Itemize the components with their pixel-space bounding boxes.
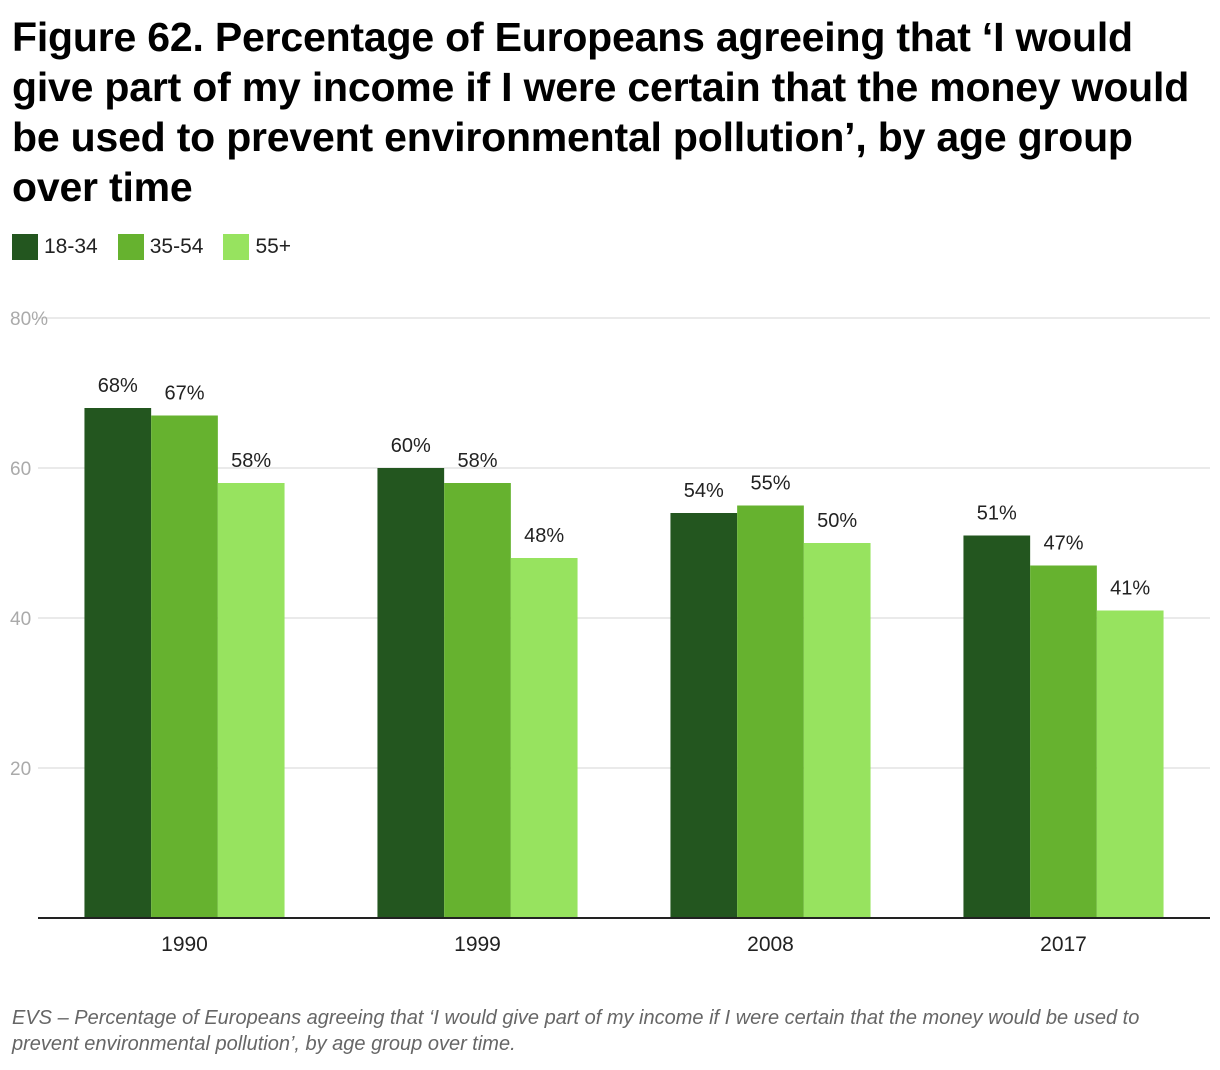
bar-2008-35-54	[737, 505, 804, 918]
bar-1990-35-54	[151, 415, 218, 918]
data-label-1990-55+: 58%	[231, 450, 271, 472]
data-label-1999-55+: 48%	[524, 525, 564, 547]
bar-1999-18-34	[377, 468, 445, 918]
x-tick-label-1990: 1990	[161, 933, 208, 956]
data-label-1999-35-54: 58%	[457, 450, 497, 472]
data-label-1990-35-54: 67%	[164, 383, 204, 405]
bar-2008-18-34	[670, 513, 738, 918]
legend-swatch-18-34	[12, 234, 38, 260]
legend-label-35-54: 35-54	[149, 235, 204, 258]
data-label-1999-18-34: 60%	[391, 435, 431, 457]
y-tick-label-20: 20	[10, 759, 31, 780]
legend-swatch-35-54	[117, 234, 144, 260]
legend-item-35-54: 35-54	[117, 234, 204, 260]
bar-1999-55+	[510, 558, 578, 918]
bar-2017-35-54	[1030, 565, 1097, 918]
data-label-2017-55+: 41%	[1110, 578, 1150, 600]
legend-swatch-55-plus	[223, 234, 250, 260]
y-tick-label-60: 60	[10, 459, 31, 480]
y-tick-label-40: 40	[10, 609, 31, 630]
legend-item-55-plus: 55+	[223, 234, 291, 260]
bar-1999-35-54	[444, 483, 511, 918]
chart-title: Figure 62. Percentage of Europeans agree…	[12, 14, 1190, 210]
y-tick-label-80: 80%	[10, 309, 48, 330]
legend: 18-34 35-54 55+	[12, 234, 311, 260]
x-tick-label-1999: 1999	[454, 933, 501, 956]
data-label-2008-55+: 50%	[817, 510, 857, 532]
chart-caption: EVS – Percentage of Europeans agreeing t…	[12, 1007, 1140, 1055]
bar-1990-55+	[217, 483, 285, 918]
legend-label-55-plus: 55+	[255, 235, 292, 258]
data-label-2017-18-34: 51%	[977, 503, 1017, 525]
legend-label-18-34: 18-34	[44, 235, 98, 258]
data-label-1990-18-34: 68%	[98, 375, 138, 397]
x-tick-label-2008: 2008	[747, 933, 794, 956]
legend-item-18-34: 18-34	[12, 234, 98, 260]
data-label-2008-18-34: 54%	[684, 480, 724, 502]
x-tick-label-2017: 2017	[1040, 933, 1087, 956]
bar-2017-55+	[1096, 610, 1164, 918]
bar-2017-18-34	[963, 535, 1031, 918]
bar-chart: 20 40 60 80% 68% 67% 58% 1990 60% 58% 48% 1999 54% 55…	[10, 309, 1210, 956]
data-label-2017-35-54: 47%	[1043, 533, 1083, 555]
bar-1990-18-34	[84, 408, 152, 918]
data-label-2008-35-54: 55%	[750, 473, 790, 495]
bar-2008-55+	[803, 543, 871, 918]
